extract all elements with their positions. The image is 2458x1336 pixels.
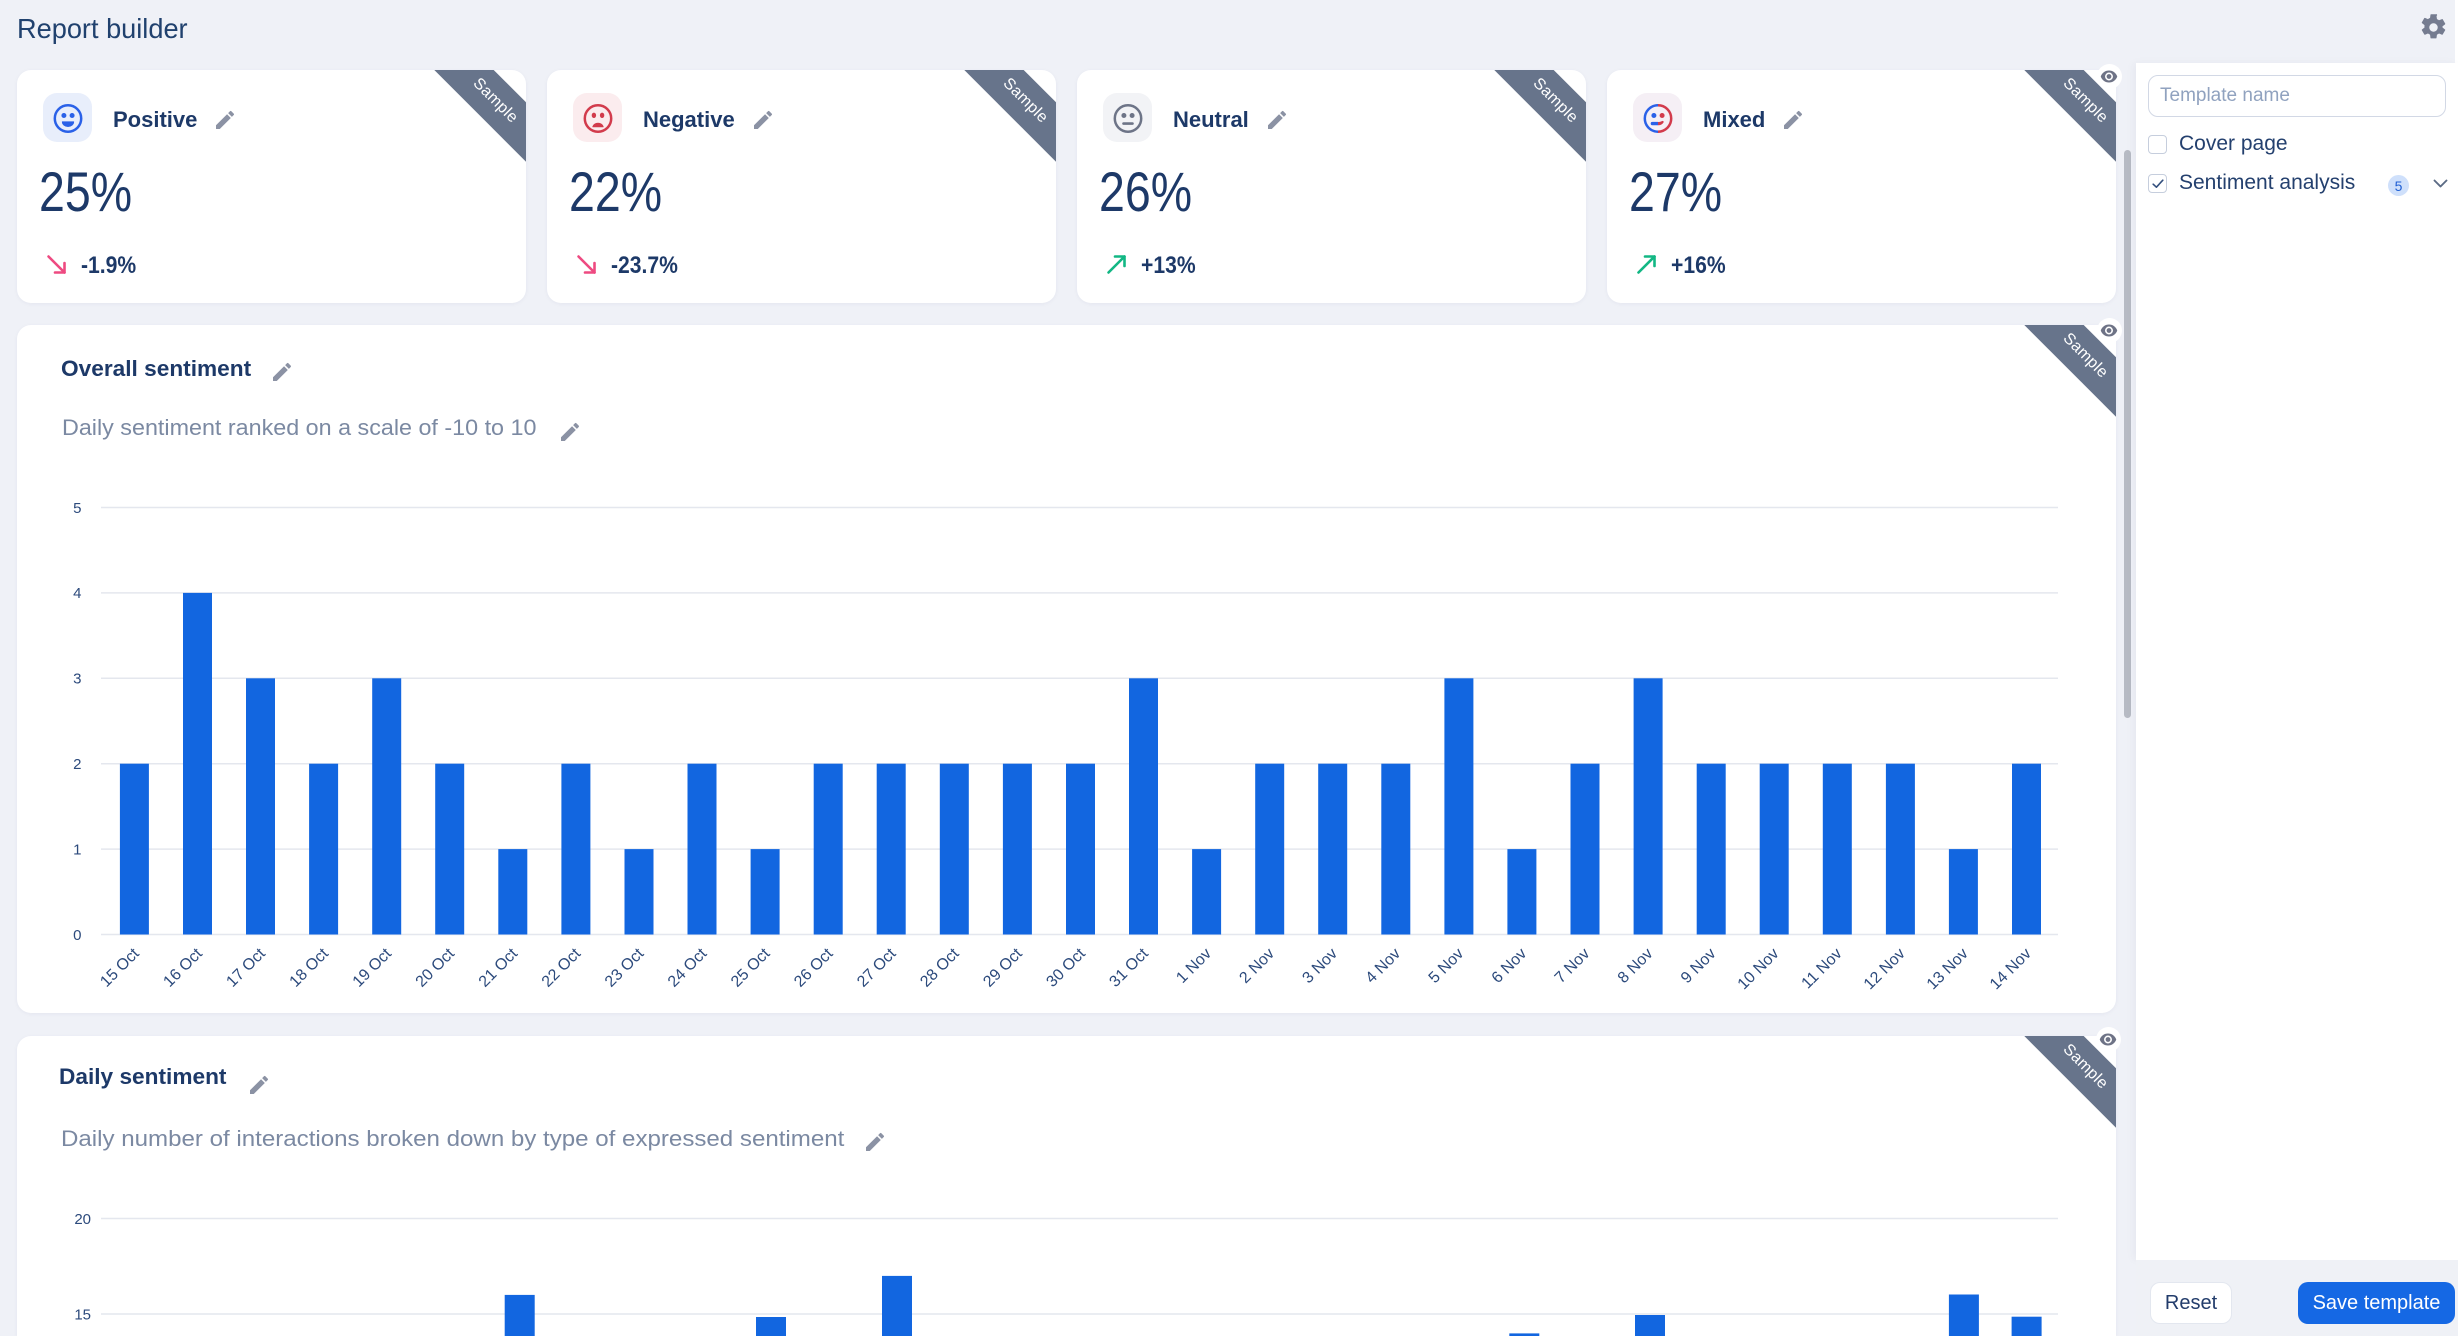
svg-text:27 Oct: 27 Oct — [854, 945, 900, 991]
svg-text:5 Nov: 5 Nov — [1426, 945, 1468, 987]
svg-text:0: 0 — [73, 927, 81, 944]
svg-text:12 Nov: 12 Nov — [1861, 945, 1909, 993]
svg-text:30 Oct: 30 Oct — [1043, 945, 1089, 991]
svg-text:5: 5 — [73, 500, 81, 517]
svg-text:25 Oct: 25 Oct — [728, 945, 774, 991]
svg-text:11 Nov: 11 Nov — [1799, 945, 1846, 992]
svg-text:29 Oct: 29 Oct — [980, 945, 1026, 991]
svg-text:26 Oct: 26 Oct — [791, 945, 837, 991]
svg-text:16 Oct: 16 Oct — [160, 945, 206, 991]
svg-text:7 Nov: 7 Nov — [1552, 945, 1594, 987]
svg-text:3: 3 — [73, 671, 81, 688]
svg-text:24 Oct: 24 Oct — [665, 945, 711, 991]
svg-text:1: 1 — [73, 841, 81, 858]
svg-text:1 Nov: 1 Nov — [1173, 945, 1215, 987]
svg-text:31 Oct: 31 Oct — [1106, 945, 1152, 991]
svg-text:22 Oct: 22 Oct — [539, 945, 585, 991]
svg-text:4: 4 — [73, 585, 81, 602]
svg-text:28 Oct: 28 Oct — [917, 945, 963, 991]
svg-text:8 Nov: 8 Nov — [1615, 945, 1657, 987]
svg-text:4 Nov: 4 Nov — [1363, 945, 1405, 987]
svg-text:2 Nov: 2 Nov — [1236, 945, 1278, 987]
svg-text:18 Oct: 18 Oct — [287, 945, 333, 991]
svg-text:3 Nov: 3 Nov — [1299, 945, 1341, 987]
svg-text:13 Nov: 13 Nov — [1924, 945, 1972, 993]
svg-text:15: 15 — [74, 1306, 91, 1323]
svg-text:20 Oct: 20 Oct — [413, 945, 459, 991]
svg-text:6 Nov: 6 Nov — [1489, 945, 1531, 987]
svg-text:20: 20 — [74, 1211, 91, 1228]
svg-text:17 Oct: 17 Oct — [223, 945, 269, 991]
svg-text:19 Oct: 19 Oct — [350, 945, 396, 991]
svg-text:9 Nov: 9 Nov — [1678, 945, 1720, 987]
svg-text:21 Oct: 21 Oct — [476, 945, 522, 991]
svg-text:14 Nov: 14 Nov — [1987, 945, 2035, 993]
svg-text:10 Nov: 10 Nov — [1735, 945, 1783, 993]
svg-text:15 Oct: 15 Oct — [97, 945, 143, 991]
svg-text:23 Oct: 23 Oct — [602, 945, 648, 991]
svg-text:2: 2 — [73, 756, 81, 773]
